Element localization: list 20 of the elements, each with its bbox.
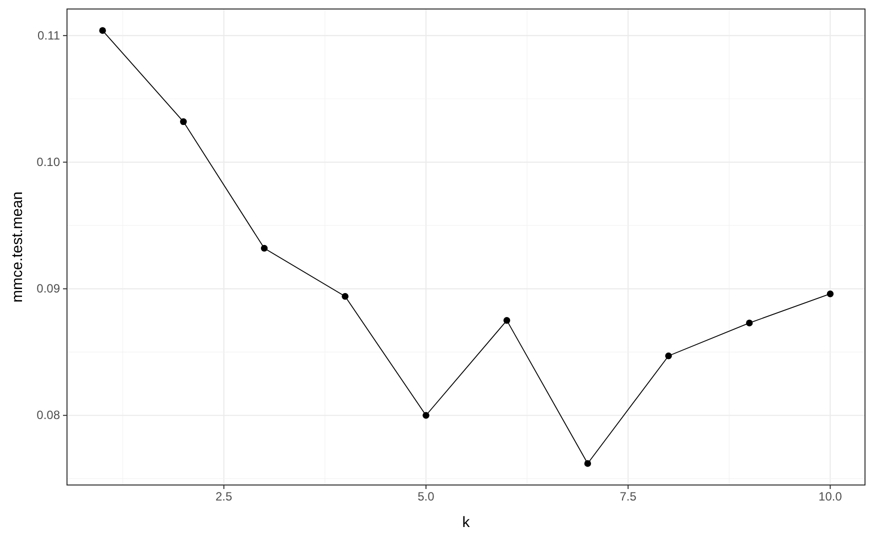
point bbox=[665, 352, 672, 360]
y-tick-label: 0.11 bbox=[38, 28, 60, 42]
y-tick-label: 0.09 bbox=[36, 282, 60, 296]
point bbox=[180, 118, 187, 126]
y-axis-title: mmce.test.mean bbox=[9, 192, 26, 302]
point bbox=[422, 412, 430, 419]
point bbox=[746, 320, 753, 326]
point bbox=[99, 27, 106, 34]
x-tick-label: 10.0 bbox=[818, 490, 842, 504]
point bbox=[584, 460, 592, 467]
point bbox=[503, 317, 510, 324]
point bbox=[260, 244, 268, 252]
y-tick-label: 0.10 bbox=[36, 155, 60, 170]
x-tick-label: 7.5 bbox=[620, 490, 637, 504]
x-tick-label: 2.5 bbox=[216, 490, 233, 504]
point bbox=[342, 292, 349, 300]
x-axis-title: k bbox=[462, 514, 470, 531]
y-tick-label: 0.08 bbox=[36, 408, 60, 422]
x-tick-label: 5.0 bbox=[418, 490, 435, 504]
point bbox=[826, 290, 834, 298]
